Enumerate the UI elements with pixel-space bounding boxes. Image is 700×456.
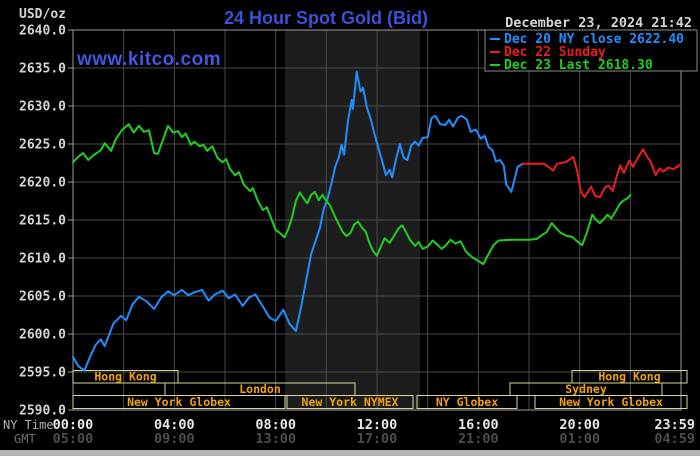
gmt-caption: GMT (14, 432, 36, 446)
session-label: New York Globex (559, 395, 663, 409)
session-label: Sydney (565, 382, 607, 396)
bottom-strip (0, 450, 700, 456)
y-axis-label: 2595.0 (19, 366, 66, 381)
y-axis-label: 2620.0 (19, 176, 66, 191)
session-box-hong-kong (72, 370, 179, 384)
x-axis-gmt-label: 01:00 (559, 431, 600, 447)
x-axis-ny-label: 20:00 (559, 417, 600, 433)
x-axis-ny-label: 23:59 (654, 417, 695, 433)
x-axis-ny-label: 16:00 (458, 417, 499, 433)
y-axis-unit-label: USD/oz (19, 7, 66, 22)
session-box-ny-globex (416, 395, 518, 409)
x-axis-gmt-label: 21:00 (458, 431, 499, 447)
session-label: Hong Kong (94, 370, 156, 384)
x-axis-ny-label: 12:00 (357, 417, 398, 433)
y-axis-label: 2610.0 (19, 252, 66, 267)
legend-entry: Dec 23 Last 2618.30 (504, 58, 653, 73)
chart-title: 24 Hour Spot Gold (Bid) (224, 8, 428, 28)
y-axis-label: 2600.0 (19, 328, 66, 343)
datetime-label: December 23, 2024 21:42 (505, 15, 692, 31)
x-axis-gmt-label: 05:00 (53, 431, 94, 447)
y-axis-label: 2635.0 (19, 62, 66, 77)
session-box-new-york-globex (534, 395, 688, 409)
price-line-dec23 (72, 123, 632, 266)
price-line-dec22 (521, 148, 682, 199)
legend-entry: Dec 22 Sunday (504, 45, 606, 60)
x-axis-ny-label: 08:00 (255, 417, 296, 433)
y-axis-label: 2615.0 (19, 214, 66, 229)
y-axis-label: 2625.0 (19, 138, 66, 153)
x-axis-gmt-label: 09:00 (154, 431, 195, 447)
session-box-new-york-globex (72, 395, 286, 409)
y-axis-label: 2605.0 (19, 290, 66, 305)
legend-entry: Dec 20 NY close 2622.40 (504, 32, 684, 47)
session-label: New York NYMEX (302, 395, 399, 409)
ny-time-caption: NY Time (3, 418, 54, 432)
legend-box (484, 29, 698, 72)
x-axis-gmt-label: 17:00 (357, 431, 398, 447)
y-axis-label: 2640.0 (19, 24, 66, 39)
session-label: New York Globex (127, 395, 231, 409)
y-axis-label: 2630.0 (19, 100, 66, 115)
y-axis-label: 2590.0 (19, 404, 66, 419)
kitco-watermark: www.kitco.com (76, 49, 221, 70)
x-axis-gmt-label: 04:59 (654, 431, 695, 447)
x-axis-gmt-label: 13:00 (255, 431, 296, 447)
session-box-new-york-nymex (286, 395, 414, 409)
x-axis-ny-label: 04:00 (154, 417, 195, 433)
price-line-dec20 (72, 70, 524, 372)
session-label: London (239, 382, 281, 396)
session-label: Hong Kong (598, 370, 660, 384)
session-label: NY Globex (436, 395, 498, 409)
x-axis-ny-label: 00:00 (53, 417, 94, 433)
